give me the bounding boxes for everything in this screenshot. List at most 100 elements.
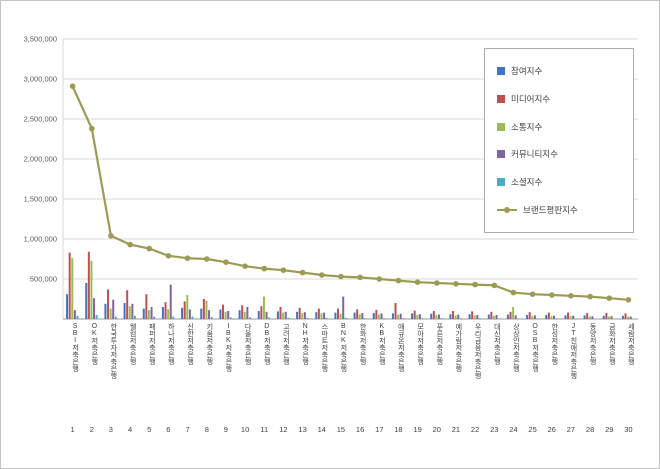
- x-axis-rank: 17: [375, 425, 384, 434]
- bar-미디어지수: [202, 299, 205, 319]
- bar-미디어지수: [375, 309, 378, 319]
- legend-swatch: [497, 178, 505, 187]
- bar-미디어지수: [317, 308, 320, 319]
- bar-미디어지수: [337, 308, 340, 319]
- x-axis-rank: 4: [128, 425, 133, 434]
- x-axis-label: 한성저축은행: [550, 323, 558, 365]
- bar-커뮤니티지수: [131, 303, 134, 319]
- bar-소셜지수: [76, 315, 79, 319]
- bar-커뮤니티지수: [227, 311, 230, 319]
- bar-참여지수: [602, 315, 605, 319]
- brand-index-marker: [510, 289, 517, 296]
- bar-소셜지수: [133, 315, 136, 319]
- y-axis-tick-label: 500,000: [30, 275, 57, 284]
- x-axis-label: OSB저축은행: [531, 323, 539, 372]
- bar-미디어지수: [547, 312, 550, 319]
- bar-소셜지수: [287, 317, 290, 319]
- bar-소통지수: [492, 315, 495, 319]
- bar-참여지수: [181, 307, 184, 319]
- bar-참여지수: [219, 309, 222, 319]
- x-axis-label: 키움저축은행: [205, 323, 213, 365]
- brand-index-marker: [625, 297, 632, 303]
- brand-index-marker: [338, 273, 344, 280]
- bar-커뮤니티지수: [418, 314, 421, 319]
- brand-index-marker: [453, 281, 459, 287]
- bar-커뮤니티지수: [438, 314, 441, 319]
- bar-미디어지수: [126, 290, 129, 319]
- x-axis-label: NH저축은행: [301, 323, 309, 365]
- bar-소셜지수: [555, 318, 558, 319]
- bar-참여지수: [66, 294, 69, 319]
- bar-커뮤니티지수: [112, 299, 115, 319]
- legend-label: 커뮤니티지수: [511, 149, 558, 160]
- bar-미디어지수: [432, 311, 435, 319]
- bar-미디어지수: [394, 303, 397, 319]
- y-axis-tick-label: 1,500,000: [24, 195, 57, 204]
- bar-소통지수: [128, 306, 131, 319]
- bar-소셜지수: [268, 317, 271, 319]
- bar-소셜지수: [95, 315, 98, 319]
- brand-index-marker: [395, 277, 402, 284]
- bar-커뮤니티지수: [208, 310, 211, 319]
- brand-index-marker: [357, 274, 363, 281]
- bar-미디어지수: [356, 309, 359, 319]
- bar-미디어지수: [298, 307, 301, 319]
- bar-참여지수: [545, 315, 548, 319]
- bar-소셜지수: [459, 318, 462, 319]
- bar-미디어지수: [452, 311, 455, 319]
- bar-소통지수: [224, 311, 227, 319]
- x-axis-label: 한국투자저축은행: [109, 323, 117, 379]
- bar-참여지수: [621, 315, 624, 319]
- bar-소셜지수: [153, 316, 156, 319]
- brand-index-marker: [414, 279, 421, 286]
- legend-item-community: 커뮤니티지수: [497, 148, 621, 160]
- brand-index-marker: [319, 272, 325, 278]
- x-axis-rank: 13: [298, 425, 307, 434]
- x-axis-label: 웰컴저축은행: [129, 323, 137, 365]
- bar-미디어지수: [222, 304, 225, 319]
- bar-소통지수: [205, 300, 208, 319]
- bar-소셜지수: [229, 317, 232, 319]
- x-axis-rank: 11: [260, 425, 269, 434]
- bar-미디어지수: [567, 312, 570, 319]
- x-axis-rank: 25: [528, 425, 537, 434]
- bar-소통지수: [627, 316, 630, 319]
- x-axis-rank: 8: [204, 425, 209, 434]
- bar-소통지수: [512, 307, 515, 319]
- bar-참여지수: [276, 311, 279, 319]
- y-axis-tick-label: 1,000,000: [24, 235, 57, 244]
- x-axis-rank: 23: [490, 425, 499, 434]
- bar-소통지수: [550, 316, 553, 319]
- legend-line-marker: [504, 206, 510, 213]
- x-axis-label: BNK저축은행: [339, 323, 347, 372]
- brand-index-marker: [549, 292, 555, 298]
- brand-index-marker: [529, 291, 536, 298]
- brand-index-marker: [568, 293, 574, 299]
- legend-swatch: [497, 150, 505, 159]
- bar-참여지수: [564, 315, 567, 319]
- brand-index-marker: [606, 295, 613, 302]
- bar-참여지수: [430, 313, 433, 319]
- bar-소셜지수: [306, 317, 309, 319]
- x-axis-rank: 5: [147, 425, 152, 434]
- legend-label: 미디어지수: [511, 93, 551, 104]
- brand-index-marker: [165, 253, 172, 259]
- bar-소셜지수: [344, 317, 347, 319]
- bar-미디어지수: [164, 302, 167, 319]
- bar-참여지수: [411, 313, 414, 319]
- x-axis-rank: 9: [223, 425, 228, 434]
- x-axis-rank: 22: [470, 425, 480, 434]
- x-axis-rank: 1: [70, 425, 75, 434]
- bar-커뮤니티지수: [399, 313, 402, 319]
- bar-소통지수: [416, 315, 419, 319]
- bar-미디어지수: [145, 294, 148, 319]
- bar-소셜지수: [114, 316, 117, 319]
- legend-item-media: 미디어지수: [497, 93, 621, 105]
- x-axis-rank: 19: [413, 425, 422, 434]
- bar-커뮤니티지수: [361, 313, 364, 319]
- x-axis-label: JT친애저축은행: [569, 323, 577, 379]
- bar-커뮤니티지수: [457, 314, 460, 319]
- x-axis-rank-numbers: 1 2 3 4 5 6 7 8 9 10 11 12 13 14 15 16 17 18 19 20 21 22 23 24 2…: [1, 425, 659, 437]
- y-axis-tick-label: 3,000,000: [24, 75, 57, 84]
